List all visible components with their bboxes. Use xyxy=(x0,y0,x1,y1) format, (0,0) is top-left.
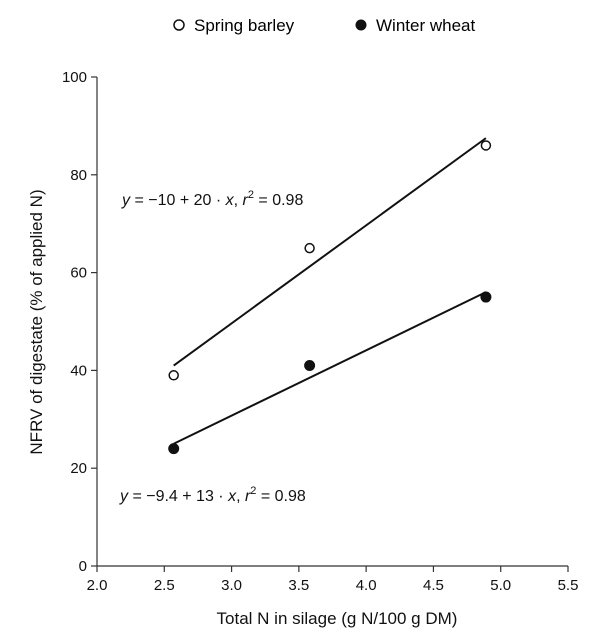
legend: Spring barley Winter wheat xyxy=(0,12,591,40)
eq-rhs-pre: = −10 + 20 · xyxy=(130,192,226,209)
x-tick-label: 4.5 xyxy=(423,577,444,594)
open-circle-icon xyxy=(173,19,185,31)
eq-rhs-post: = 0.98 xyxy=(254,192,303,209)
x-tick-label: 3.5 xyxy=(288,577,309,594)
fit-lines xyxy=(173,137,487,445)
legend-label-winter-wheat: Winter wheat xyxy=(376,16,476,35)
data-point-winter-wheat xyxy=(480,291,492,303)
x-tick-label: 5.5 xyxy=(558,577,579,594)
y-tick-label: 0 xyxy=(79,558,87,575)
data-point-spring-barley xyxy=(168,370,179,381)
x-tick-label: 3.0 xyxy=(221,577,242,594)
eq-rhs-pre: = −9.4 + 13 · xyxy=(128,488,228,505)
data-points xyxy=(168,140,492,455)
fit-line-spring-barley xyxy=(173,137,487,367)
eq-rhs-post: = 0.98 xyxy=(256,488,305,505)
y-tick-label: 20 xyxy=(70,460,87,477)
axes xyxy=(91,76,569,572)
equation-winter-wheat: y = −9.4 + 13 · x, r2 = 0.98 xyxy=(119,485,306,505)
x-axis-title: Total N in silage (g N/100 g DM) xyxy=(217,609,458,628)
filled-circle-icon xyxy=(355,19,367,31)
x-tick-label: 4.0 xyxy=(356,577,377,594)
y-tick-label: 40 xyxy=(70,362,87,379)
legend-item-winter-wheat: Winter wheat xyxy=(354,12,475,40)
axis-labels: 0 20 40 60 80 100 2.0 2.5 3.0 3.5 4.0 4.5 5.0 5.5 xyxy=(62,69,578,594)
x-tick-label: 5.0 xyxy=(490,577,511,594)
eq-r: r xyxy=(245,488,251,505)
equation-spring-barley: y = −10 + 20 · x, r2 = 0.98 xyxy=(121,189,303,209)
eq-lhs: y xyxy=(119,488,129,505)
eq-sup: 2 xyxy=(248,189,254,201)
data-point-winter-wheat xyxy=(168,443,180,455)
eq-lhs: y xyxy=(121,192,131,209)
y-axis-title: NFRV of digestate (% of applied N) xyxy=(27,189,46,454)
x-tick-label: 2.0 xyxy=(87,577,108,594)
eq-sep: , xyxy=(234,192,243,209)
eq-var: x xyxy=(227,488,237,505)
data-point-spring-barley xyxy=(304,242,315,254)
eq-sep: , xyxy=(236,488,245,505)
eq-var: x xyxy=(225,192,235,209)
data-point-winter-wheat xyxy=(304,360,316,372)
y-tick-label: 60 xyxy=(70,265,87,282)
legend-item-spring-barley: Spring barley xyxy=(172,12,294,40)
y-tick-label: 80 xyxy=(70,167,87,184)
eq-sup: 2 xyxy=(250,485,256,497)
legend-label-spring-barley: Spring barley xyxy=(194,16,295,35)
fit-line-winter-wheat xyxy=(173,291,487,445)
data-point-spring-barley xyxy=(480,140,492,151)
eq-r: r xyxy=(243,192,249,209)
y-tick-label: 100 xyxy=(62,69,87,86)
x-tick-label: 2.5 xyxy=(154,577,175,594)
